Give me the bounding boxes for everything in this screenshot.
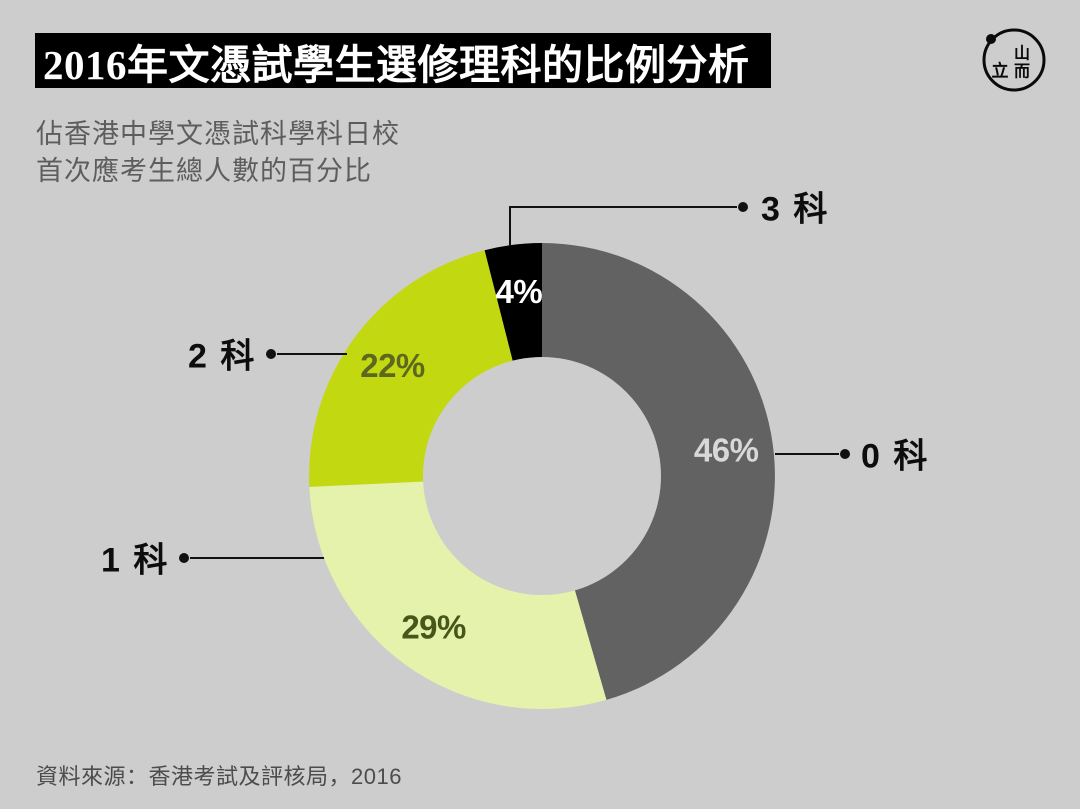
- slice-percentage-46%: 46%: [694, 432, 759, 469]
- title-bar: 2016年文憑試學生選修理科的比例分析: [35, 33, 771, 88]
- logo-glyph-top-right: 山: [1014, 45, 1030, 63]
- logo-glyph-bottom-right: 而: [1014, 63, 1030, 81]
- subtitle-line-2: 首次應考生總人數的百分比: [36, 156, 372, 186]
- source-note: 資料來源：香港考試及評核局，2016: [36, 764, 402, 789]
- logo-circle: [982, 28, 1046, 92]
- page-title: 2016年文憑試學生選修理科的比例分析: [43, 41, 750, 88]
- logo-glyph-left: 立: [992, 61, 1009, 81]
- slice-label-1-subjects: 1 科: [101, 541, 170, 580]
- leader-line-3: [509, 206, 737, 246]
- donut-hole: [423, 357, 661, 595]
- initium-media-logo: 立 山 而: [982, 28, 1046, 92]
- subtitle-line-1: 佔香港中學文憑試科學科日校: [36, 119, 400, 149]
- leader-dot-3: [738, 202, 748, 212]
- slice-percentage-4%: 4%: [496, 273, 543, 310]
- slice-percentage-labels: 46% 29% 22% 4%: [360, 273, 759, 646]
- slice-percentage-29%: 29%: [401, 609, 466, 646]
- leader-dot-2: [266, 349, 276, 359]
- callout-leader-lines: [179, 202, 850, 563]
- slice-label-2-subjects: 2 科: [188, 337, 257, 376]
- chart-subtitle: 佔香港中學文憑試科學科日校 首次應考生總人數的百分比: [36, 116, 400, 190]
- leader-dot-0: [840, 449, 850, 459]
- slice-percentage-22%: 22%: [360, 347, 425, 384]
- slice-label-3-subjects: 3 科: [761, 190, 830, 229]
- slice-label-0-subjects: 0 科: [861, 437, 930, 476]
- logo-dot: [986, 34, 996, 44]
- leader-dot-1: [179, 553, 189, 563]
